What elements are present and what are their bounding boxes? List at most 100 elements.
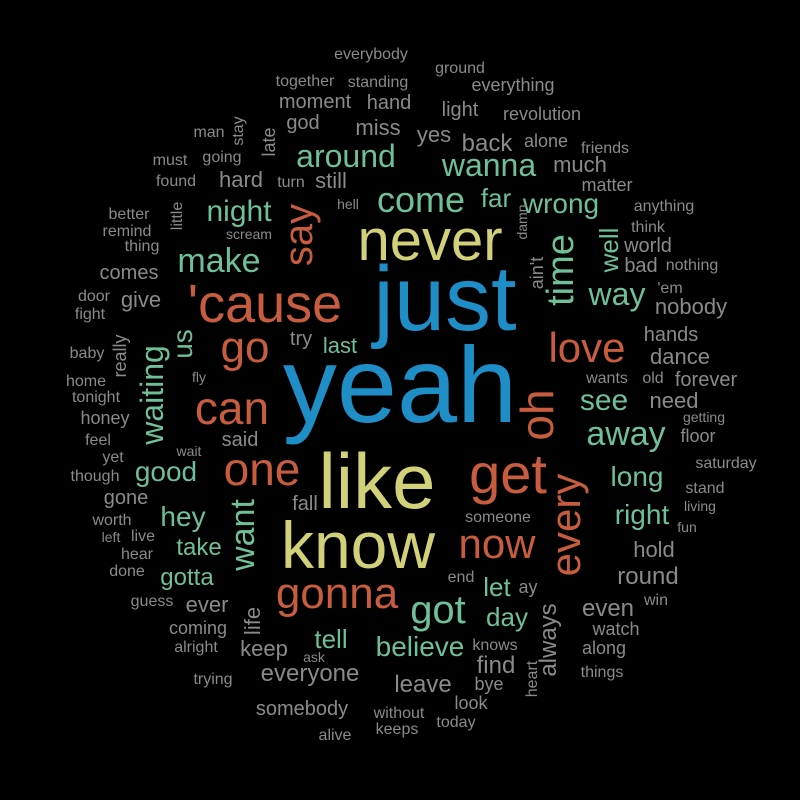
word-like: like (318, 437, 435, 525)
word-around: around (296, 138, 396, 174)
word-forever: forever (675, 369, 738, 391)
word-oh: oh (511, 389, 563, 440)
word-wanna: wanna (441, 147, 537, 183)
word-round: round (617, 563, 678, 590)
word-stand: stand (685, 480, 724, 497)
word-man: man (193, 124, 224, 141)
word-give: give (121, 287, 161, 312)
word-alive: alive (319, 727, 352, 744)
word-got: got (410, 588, 466, 632)
word-somebody: somebody (256, 698, 348, 720)
word-done: done (109, 563, 145, 580)
word-heart: heart (524, 660, 541, 697)
word-say: say (277, 204, 321, 266)
word-hold: hold (633, 537, 675, 562)
word-standing: standing (348, 74, 409, 91)
word-leave: leave (394, 671, 451, 698)
word-feel: feel (85, 432, 111, 449)
word-always: always (535, 603, 562, 676)
word-watch: watch (591, 619, 639, 639)
word-matter: matter (581, 175, 632, 195)
word-revolution: revolution (503, 104, 581, 124)
word-hell: hell (337, 196, 359, 212)
word-along: along (582, 638, 626, 658)
word-fun: fun (677, 519, 696, 535)
word-fight: fight (75, 306, 106, 323)
word-yeah: yeah (283, 324, 517, 445)
word-believe: believe (376, 631, 465, 662)
word-must: must (153, 152, 188, 169)
word-late: late (259, 127, 279, 156)
word-going: going (202, 149, 241, 166)
word-ground: ground (435, 60, 485, 77)
word-old: old (642, 370, 663, 387)
word-fall: fall (292, 493, 318, 515)
word-gone: gone (104, 487, 149, 509)
word-go: go (221, 323, 270, 372)
word-back: back (462, 130, 514, 157)
word-moment: moment (279, 91, 352, 113)
word-baby: baby (70, 345, 105, 362)
word-today: today (436, 714, 475, 731)
word-friends: friends (581, 140, 629, 157)
word-never: never (357, 208, 502, 273)
word-right: right (615, 499, 670, 530)
word-stay: stay (230, 116, 247, 145)
word-hear: hear (121, 546, 154, 563)
word-hard: hard (219, 167, 263, 192)
word-try: try (290, 328, 312, 350)
word-now: now (458, 520, 536, 567)
word-better: better (109, 206, 151, 223)
word-us: us (167, 329, 198, 359)
word-yet: yet (102, 449, 124, 466)
word-though: though (71, 468, 120, 485)
word-long: long (611, 461, 664, 492)
word-come: come (377, 179, 465, 220)
word-far: far (481, 183, 512, 213)
word-gonna: gonna (276, 569, 399, 618)
word-everything: everything (471, 75, 554, 95)
word-guess: guess (131, 593, 174, 610)
word-life: life (240, 607, 265, 635)
word-fly: fly (192, 369, 206, 385)
word-much: much (553, 152, 607, 177)
word-said: said (222, 429, 259, 451)
word-good: good (135, 456, 197, 487)
word-way: way (588, 276, 646, 312)
word-knows: knows (472, 637, 517, 654)
word-live: live (131, 528, 155, 545)
word-door: door (78, 288, 111, 305)
word-wait: wait (176, 443, 202, 459)
word-keep: keep (240, 636, 288, 661)
word-alright: alright (174, 639, 218, 656)
word-still: still (315, 168, 347, 193)
word-hand: hand (367, 92, 412, 114)
word-thing: thing (125, 238, 160, 255)
word-damn: damn (514, 204, 530, 239)
word-bye: bye (474, 674, 503, 694)
word-nobody: nobody (655, 294, 727, 319)
word-alone: alone (524, 131, 568, 151)
word-found: found (156, 173, 196, 190)
word-well: well (594, 228, 624, 274)
word-tell: tell (314, 624, 347, 654)
word-even: even (582, 595, 634, 622)
word-remind: remind (103, 223, 152, 240)
word-miss: miss (355, 115, 400, 140)
word-look: look (454, 693, 488, 713)
word-get: get (469, 442, 547, 505)
word-someone: someone (465, 509, 531, 526)
word-night: night (206, 195, 272, 228)
word-home: home (66, 373, 106, 390)
word-love: love (548, 324, 625, 371)
word-wrong: wrong (522, 188, 599, 219)
word-anything: anything (634, 198, 695, 215)
word-scream: scream (226, 226, 272, 242)
word-left: left (102, 529, 121, 545)
word-want: want (224, 499, 262, 572)
word-find: find (477, 652, 516, 679)
word-turn: turn (277, 174, 305, 191)
